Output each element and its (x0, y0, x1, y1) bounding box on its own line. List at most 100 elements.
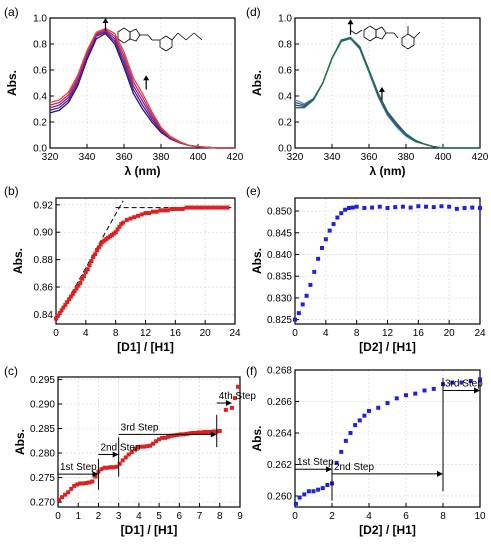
x-tick-label: 380 (398, 152, 415, 163)
data-point (144, 444, 149, 449)
data-point (221, 205, 226, 210)
data-point (362, 205, 367, 210)
data-point (147, 211, 152, 216)
data-point (334, 460, 339, 465)
x-tick-label: 10 (474, 511, 486, 522)
x-axis-label: [D1] / [H1] (117, 340, 174, 354)
x-tick-label: 320 (42, 152, 59, 163)
data-point (478, 377, 482, 382)
data-point (202, 429, 207, 434)
data-point (157, 437, 162, 442)
y-tick-label: 0.92 (34, 200, 54, 211)
data-point (113, 230, 118, 235)
x-tick-label: 0 (53, 328, 59, 339)
x-tick-label: 0 (292, 511, 298, 522)
y-tick-label: 0.6 (33, 66, 47, 77)
series-line (49, 28, 235, 149)
step-arrow-head (210, 431, 217, 438)
data-point (316, 487, 321, 492)
y-tick-label: 0.275 (30, 473, 55, 484)
y-tick-label: 0.835 (267, 272, 292, 283)
x-tick-label: 4 (323, 328, 329, 339)
panel-f: (f) 0 2 4 6 8 10 0.260 0.262 0.264 0.266 0.268 [D2]… (246, 364, 486, 537)
data-point (160, 435, 165, 440)
data-point (187, 431, 192, 436)
data-point (80, 276, 85, 281)
y-axis-label: Abs. (13, 429, 27, 455)
data-point (353, 423, 358, 428)
data-point (143, 211, 148, 216)
y-tick-label: 0.2 (278, 118, 292, 129)
data-point (132, 215, 137, 220)
data-point (478, 205, 482, 210)
data-point (158, 208, 163, 213)
data-point (89, 259, 94, 263)
x-tick-label: 8 (217, 511, 223, 522)
x-tick-label: 12 (382, 328, 394, 339)
data-point (394, 396, 399, 401)
data-point (93, 474, 98, 479)
series-line (294, 36, 480, 149)
data-point (84, 480, 89, 485)
x-tick-label: 5 (156, 511, 162, 522)
data-point (229, 405, 234, 410)
panel-b: (b) 0 4 8 12 16 20 24 0.84 0.86 0.88 0.90 0.92 [D1] … (4, 184, 241, 354)
trend-arrow-head (347, 19, 354, 25)
data-point (98, 242, 103, 247)
data-point (61, 305, 66, 310)
data-point (120, 458, 125, 463)
data-point (343, 207, 348, 212)
y-axis-label: Abs. (250, 425, 264, 451)
data-point (203, 205, 208, 210)
data-point (431, 386, 436, 391)
data-point (180, 206, 185, 211)
molecule-structure-a (117, 27, 203, 52)
x-tick-label: 20 (444, 328, 456, 339)
y-tick-label: 0.825 (267, 315, 292, 326)
data-point (177, 206, 182, 211)
grid-lines (295, 198, 480, 324)
plot-area: 1st Step 2nd Step 3rd Step (293, 377, 483, 506)
data-point (90, 479, 95, 484)
data-point (304, 293, 309, 298)
data-point (81, 274, 86, 279)
step-arrow-head (112, 451, 119, 458)
x-tick-label: 2 (96, 511, 102, 522)
panel-c: (c) 0 1 2 3 4 5 6 7 8 9 0.270 0.275 0.280 0.285 0.290 0… (4, 364, 256, 537)
data-point (68, 294, 73, 299)
x-axis-label: [D2] / [H1] (359, 340, 416, 354)
data-point (223, 407, 228, 412)
x-axis-label: λ (nm) (370, 164, 406, 178)
plot-area (294, 19, 480, 149)
data-point (74, 286, 79, 291)
series-line (49, 27, 235, 149)
x-axis-label: λ (nm) (125, 164, 161, 178)
x-tick-label: 20 (200, 328, 212, 339)
x-tick-label: 400 (190, 152, 207, 163)
grid-lines (50, 18, 235, 148)
y-tick-label: 0.8 (33, 40, 47, 51)
data-point (162, 208, 167, 213)
panel-label-d: (d) (246, 5, 261, 19)
data-point (114, 464, 119, 469)
data-point (413, 391, 418, 396)
data-point (206, 205, 211, 210)
series-line (49, 32, 235, 149)
data-point (72, 483, 77, 488)
data-point (199, 205, 204, 210)
series-line (294, 37, 480, 149)
data-point (319, 245, 324, 250)
y-axis-label: Abs. (11, 248, 25, 274)
x-tick-label: 16 (170, 328, 182, 339)
y-tick-label: 0.830 (267, 293, 292, 304)
y-tick-label: 0.295 (30, 375, 55, 386)
data-point (447, 204, 452, 209)
data-point (306, 489, 311, 494)
y-tick-label: 1.0 (278, 14, 292, 25)
data-point (217, 428, 222, 433)
plot-frame (57, 376, 241, 508)
data-point (404, 393, 408, 398)
step-arrow-head (437, 470, 443, 477)
x-tick-label: 8 (354, 328, 360, 339)
data-point (128, 216, 133, 221)
